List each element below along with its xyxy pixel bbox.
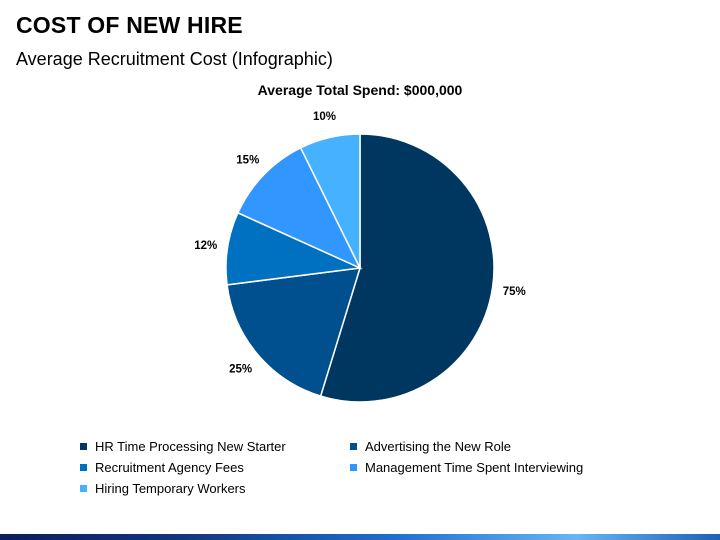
slide-title: COST OF NEW HIRE <box>16 12 243 38</box>
legend-item: Recruitment Agency Fees <box>80 458 350 476</box>
pie-slice <box>226 267 362 398</box>
legend-label: Recruitment Agency Fees <box>95 459 244 475</box>
legend-label: Advertising the New Role <box>365 438 511 454</box>
pie-slice <box>299 133 361 269</box>
slice-data-label: 75% <box>503 286 526 298</box>
legend-swatch <box>80 484 87 492</box>
legend-item: Advertising the New Role <box>350 437 640 455</box>
legend-item: Management Time Spent Interviewing <box>350 458 640 476</box>
chart-title: Average Total Spend: $000,000 <box>257 82 463 98</box>
legend-swatch <box>80 442 87 450</box>
legend-label: Management Time Spent Interviewing <box>365 459 584 475</box>
legend-swatch <box>350 463 357 471</box>
slice-data-label: 12% <box>194 240 217 252</box>
slice-data-label: 25% <box>229 363 252 375</box>
legend-label: Hiring Temporary Workers <box>95 480 246 496</box>
legend-swatch <box>80 463 87 471</box>
slice-data-label: 10% <box>313 111 336 123</box>
legend-item: HR Time Processing New Starter <box>80 437 350 455</box>
pie-slice <box>236 146 362 270</box>
chart-legend: HR Time Processing New Starter Advertisi… <box>80 437 640 497</box>
footer-accent-bar <box>0 534 720 540</box>
legend-swatch <box>350 442 357 450</box>
slice-data-label: 15% <box>236 155 259 167</box>
slide-subtitle: Average Recruitment Cost (Infographic) <box>16 49 333 69</box>
legend-item: Hiring Temporary Workers <box>80 479 350 497</box>
pie-slice <box>319 133 495 403</box>
legend-label: HR Time Processing New Starter <box>95 438 286 454</box>
